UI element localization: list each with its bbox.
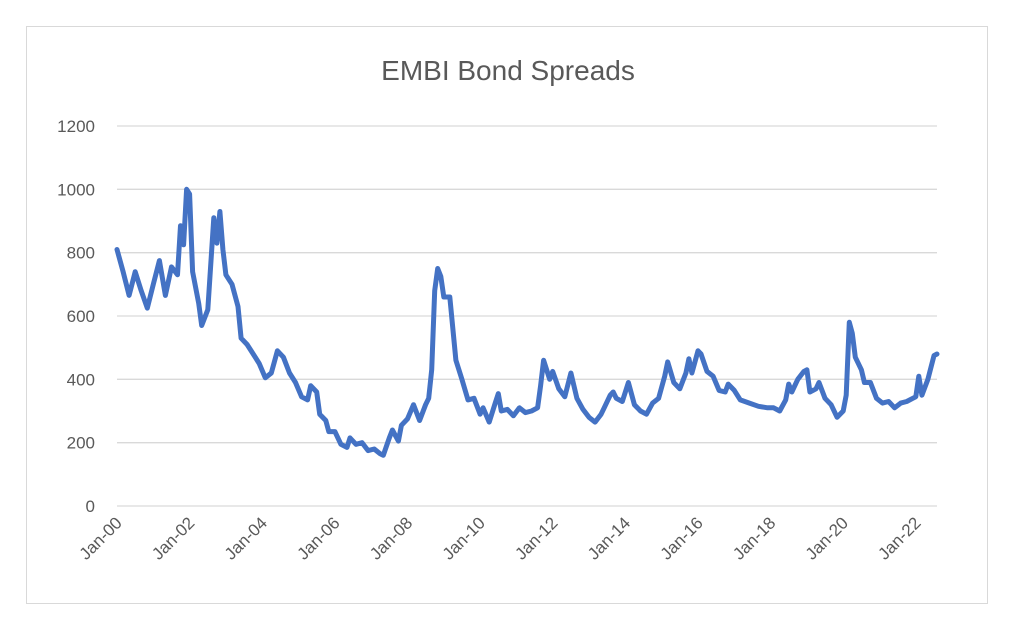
y-axis-ticks: 0 200 400 600 800 1000 1200 [57, 117, 95, 516]
chart-area: EMBI Bond Spreads 0 200 400 600 800 1000 1200 … [26, 26, 988, 604]
x-tick-label: Jan-16 [657, 513, 707, 563]
x-tick-label: Jan-00 [76, 513, 126, 563]
y-tick-label: 200 [67, 434, 95, 453]
y-tick-label: 1000 [57, 180, 95, 199]
chart-title: EMBI Bond Spreads [381, 55, 635, 86]
x-tick-label: Jan-12 [511, 513, 561, 563]
gridlines [117, 125, 937, 507]
x-tick-label: Jan-10 [439, 513, 489, 563]
y-tick-label: 1200 [57, 117, 95, 136]
x-tick-label: Jan-22 [874, 513, 924, 563]
x-tick-label: Jan-04 [221, 513, 271, 563]
y-tick-label: 400 [67, 370, 95, 389]
x-tick-label: Jan-02 [148, 513, 198, 563]
y-tick-label: 600 [67, 307, 95, 326]
x-tick-label: Jan-14 [584, 513, 634, 563]
x-axis-ticks: Jan-00 Jan-02 Jan-04 Jan-06 Jan-08 Jan-10 Jan-… [76, 513, 925, 563]
y-tick-label: 800 [67, 244, 95, 263]
series-line-0 [114, 186, 940, 458]
series-layer [114, 186, 940, 458]
x-tick-label: Jan-18 [729, 513, 779, 563]
line-chart: EMBI Bond Spreads 020040060080010001200 … [57, 55, 940, 564]
x-tick-label: Jan-06 [293, 513, 343, 563]
x-tick-label: Jan-20 [802, 513, 852, 563]
y-tick-label: 0 [86, 497, 95, 516]
x-tick-label: Jan-08 [366, 513, 416, 563]
